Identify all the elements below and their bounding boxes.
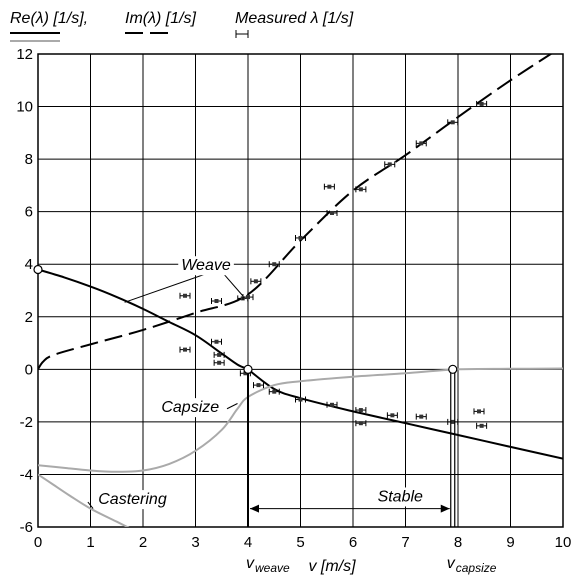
measured-point <box>476 100 488 107</box>
x-tick-label: 3 <box>191 534 199 551</box>
annotation-capsize: Capsize <box>161 399 219 416</box>
y-tick-label: 12 <box>16 46 33 63</box>
measured-point <box>386 412 398 419</box>
measured-point <box>415 140 427 147</box>
y-tick-label: 6 <box>25 204 33 221</box>
legend-label-im: Im(λ) [1/s] <box>125 10 197 27</box>
measured-point <box>295 234 306 241</box>
vweave-label: v <box>246 555 255 572</box>
x-tick-label: 6 <box>349 534 357 551</box>
measured-point <box>323 183 335 190</box>
vweave-subscript: weave <box>255 561 290 575</box>
marker-circle <box>33 264 43 275</box>
series-line-real-stable <box>247 368 563 460</box>
series-line-imaginary <box>38 54 553 370</box>
x-tick-label: 7 <box>401 534 409 551</box>
measured-point <box>473 408 485 415</box>
grid <box>37 53 564 528</box>
legend-swatch-measured <box>235 30 249 38</box>
overlay <box>33 264 458 527</box>
marker-circle <box>448 364 458 374</box>
x-tick-label: 10 <box>555 534 572 551</box>
y-tick-label: -2 <box>20 414 33 431</box>
annotation-stable: Stable <box>378 488 423 505</box>
x-tick-label: 4 <box>244 534 252 551</box>
measured-point <box>326 209 338 216</box>
vcapsize-subscript: capsize <box>456 561 497 575</box>
measured-point <box>242 294 254 301</box>
ann-weave-bg <box>178 256 234 276</box>
measured-point <box>415 413 427 420</box>
measured-point <box>355 420 367 427</box>
weave-leader-im <box>223 274 244 297</box>
ann-castering-bg <box>95 490 170 510</box>
measured-point <box>268 261 280 268</box>
legend-label-measured: Measured λ [1/s] <box>235 10 354 27</box>
measured-point <box>326 401 338 408</box>
x-tick-label: 1 <box>86 534 94 551</box>
weave-leader-re <box>124 274 204 303</box>
stable-arrow-right-head <box>440 504 450 513</box>
annotation-castering: Castering <box>98 491 167 508</box>
x-tick-label: 0 <box>34 534 42 551</box>
y-tick-label: 10 <box>16 99 33 116</box>
y-tick-label: 4 <box>25 256 33 273</box>
measured-point <box>250 278 262 285</box>
y-tick-label: -4 <box>20 466 33 483</box>
measured-point <box>211 298 222 305</box>
vcapsize-label: v <box>447 555 456 572</box>
x-tick-label: 5 <box>296 534 304 551</box>
measured-point <box>179 346 191 353</box>
series-line-real <box>38 367 563 473</box>
measured-point <box>213 359 225 366</box>
ann-capsize-bg <box>158 398 223 418</box>
stable-arrow-left-head <box>250 504 259 513</box>
marker-circle <box>243 364 253 374</box>
plot-frame <box>37 53 564 528</box>
x-tick-label: 9 <box>506 534 514 551</box>
measured-point <box>295 396 306 403</box>
annotation-weave: Weave <box>181 257 231 274</box>
measured-point <box>476 422 488 429</box>
capsize-leader <box>226 403 238 410</box>
measured-point <box>268 388 280 395</box>
measured-point <box>447 119 459 126</box>
y-tick-label: 2 <box>25 309 33 326</box>
measured-point <box>355 407 367 414</box>
curves <box>38 54 563 527</box>
measured-point <box>355 186 367 193</box>
measured-point <box>447 418 459 425</box>
series-line-real <box>38 268 249 371</box>
measured-point <box>253 382 264 389</box>
legend: Re(λ) [1/s], Im(λ) [1/s] Measured λ [1/s… <box>10 10 354 42</box>
series-line-real <box>38 473 130 527</box>
castering-leader <box>87 501 94 509</box>
y-tick-label: 0 <box>25 361 33 378</box>
x-tick-label: 2 <box>139 534 147 551</box>
measured-point <box>179 292 191 299</box>
x-axis-title: v [m/s] <box>308 558 356 575</box>
ann-stable-bg <box>374 487 427 507</box>
y-tick-label: 8 <box>25 151 33 168</box>
x-tick-label: 8 <box>454 534 462 551</box>
measured-point <box>384 161 396 168</box>
measured-point <box>211 338 222 345</box>
y-tick-label: -6 <box>20 519 33 536</box>
measured-point <box>213 351 225 358</box>
legend-label-re: Re(λ) [1/s], <box>10 10 88 27</box>
